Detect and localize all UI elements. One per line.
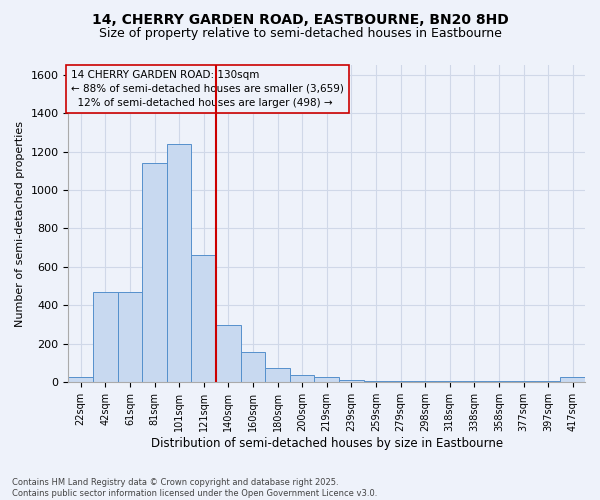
Bar (290, 374, 314, 382)
Text: Contains HM Land Registry data © Crown copyright and database right 2025.
Contai: Contains HM Land Registry data © Crown c… (12, 478, 377, 498)
Bar (339, 380, 364, 382)
Bar (68, 376, 93, 382)
Y-axis label: Number of semi-detached properties: Number of semi-detached properties (15, 120, 25, 326)
Bar (560, 376, 585, 382)
Text: 14 CHERRY GARDEN ROAD: 130sqm
← 88% of semi-detached houses are smaller (3,659)
: 14 CHERRY GARDEN ROAD: 130sqm ← 88% of s… (71, 70, 344, 108)
Text: Size of property relative to semi-detached houses in Eastbourne: Size of property relative to semi-detach… (98, 28, 502, 40)
Bar (216, 324, 241, 382)
Text: 14, CHERRY GARDEN ROAD, EASTBOURNE, BN20 8HD: 14, CHERRY GARDEN ROAD, EASTBOURNE, BN20… (92, 12, 508, 26)
Bar (118, 292, 142, 382)
Bar (142, 163, 167, 382)
Bar (265, 368, 290, 382)
Bar (314, 376, 339, 382)
Bar (167, 144, 191, 382)
Bar (191, 256, 216, 382)
Bar (241, 352, 265, 382)
Bar (93, 292, 118, 382)
X-axis label: Distribution of semi-detached houses by size in Eastbourne: Distribution of semi-detached houses by … (151, 437, 503, 450)
